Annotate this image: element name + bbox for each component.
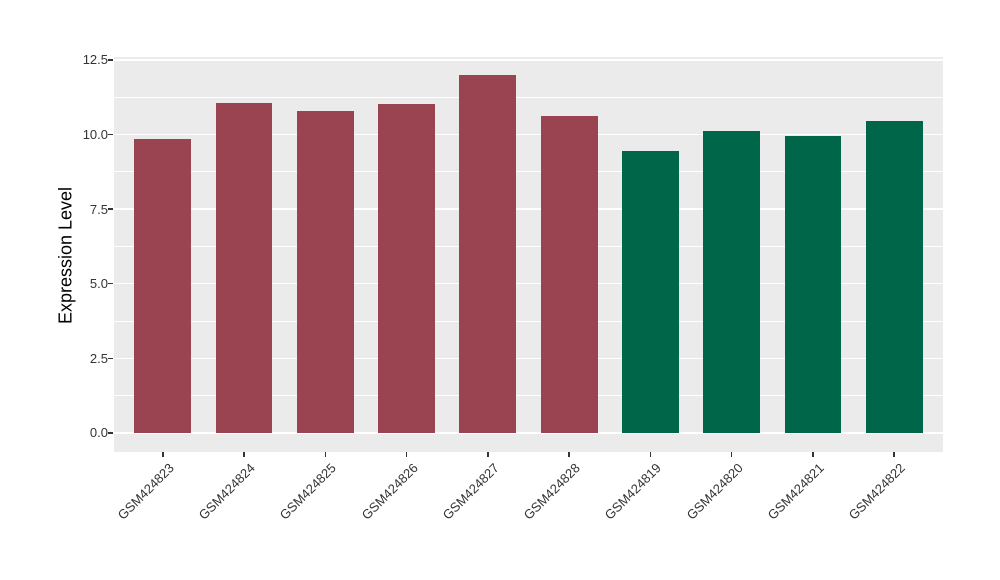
gridline-minor <box>114 96 943 98</box>
x-tick-mark <box>324 452 327 457</box>
gridline-major <box>114 59 943 61</box>
y-tick-label: 12.5 <box>82 52 108 68</box>
y-tick-mark <box>108 357 113 360</box>
x-tick-label-GSM424825: GSM424825 <box>277 460 340 523</box>
y-tick-label: 2.5 <box>89 350 108 366</box>
y-tick-label: 0.0 <box>89 425 108 441</box>
x-tick-label-GSM424819: GSM424819 <box>602 460 665 523</box>
gridline-major <box>114 282 943 285</box>
y-tick-mark <box>108 133 113 136</box>
x-tick-label-GSM424826: GSM424826 <box>358 460 421 523</box>
x-tick-label-GSM424820: GSM424820 <box>683 460 746 523</box>
chart-panel <box>114 57 943 452</box>
x-tick-mark <box>162 452 164 457</box>
bar-GSM424822 <box>865 121 923 433</box>
bar-GSM424825 <box>296 110 354 433</box>
y-tick-mark <box>108 59 113 61</box>
x-tick-mark <box>649 452 652 457</box>
gridline-major <box>114 357 943 360</box>
bar-GSM424826 <box>378 103 436 433</box>
x-tick-label-GSM424822: GSM424822 <box>845 460 909 523</box>
gridline-major <box>114 208 943 210</box>
x-tick-mark <box>568 452 570 457</box>
gridline-minor <box>114 171 943 173</box>
x-tick-mark <box>730 452 733 457</box>
bar-GSM424823 <box>134 139 192 433</box>
gridline-minor <box>114 395 943 396</box>
y-tick-label: 10.0 <box>82 127 108 143</box>
x-tick-mark <box>812 452 814 457</box>
gridline-major <box>114 432 943 434</box>
x-tick-mark <box>243 452 245 457</box>
x-tick-label-GSM424827: GSM424827 <box>439 460 502 523</box>
x-tick-label-GSM424821: GSM424821 <box>764 460 827 523</box>
y-tick-label: 7.5 <box>89 201 108 217</box>
y-tick-mark <box>108 432 113 434</box>
bar-GSM424824 <box>215 102 273 433</box>
y-tick-mark <box>108 208 113 210</box>
x-tick-label-GSM424824: GSM424824 <box>195 460 258 523</box>
bar-GSM424827 <box>459 74 517 433</box>
x-tick-mark <box>405 452 408 457</box>
bar-GSM424821 <box>784 135 842 433</box>
x-tick-label-GSM424828: GSM424828 <box>520 460 584 523</box>
x-tick-label-GSM424823: GSM424823 <box>114 460 177 523</box>
bar-GSM424819 <box>621 150 679 433</box>
bar-GSM424828 <box>540 116 598 433</box>
gridline-minor <box>114 320 943 322</box>
y-tick-mark <box>108 282 113 285</box>
x-tick-mark <box>893 452 895 457</box>
y-tick-label: 5.0 <box>89 276 108 292</box>
gridline-major <box>114 133 943 136</box>
gridline-minor <box>114 246 943 247</box>
x-tick-mark <box>487 452 489 457</box>
bar-GSM424820 <box>703 130 761 433</box>
